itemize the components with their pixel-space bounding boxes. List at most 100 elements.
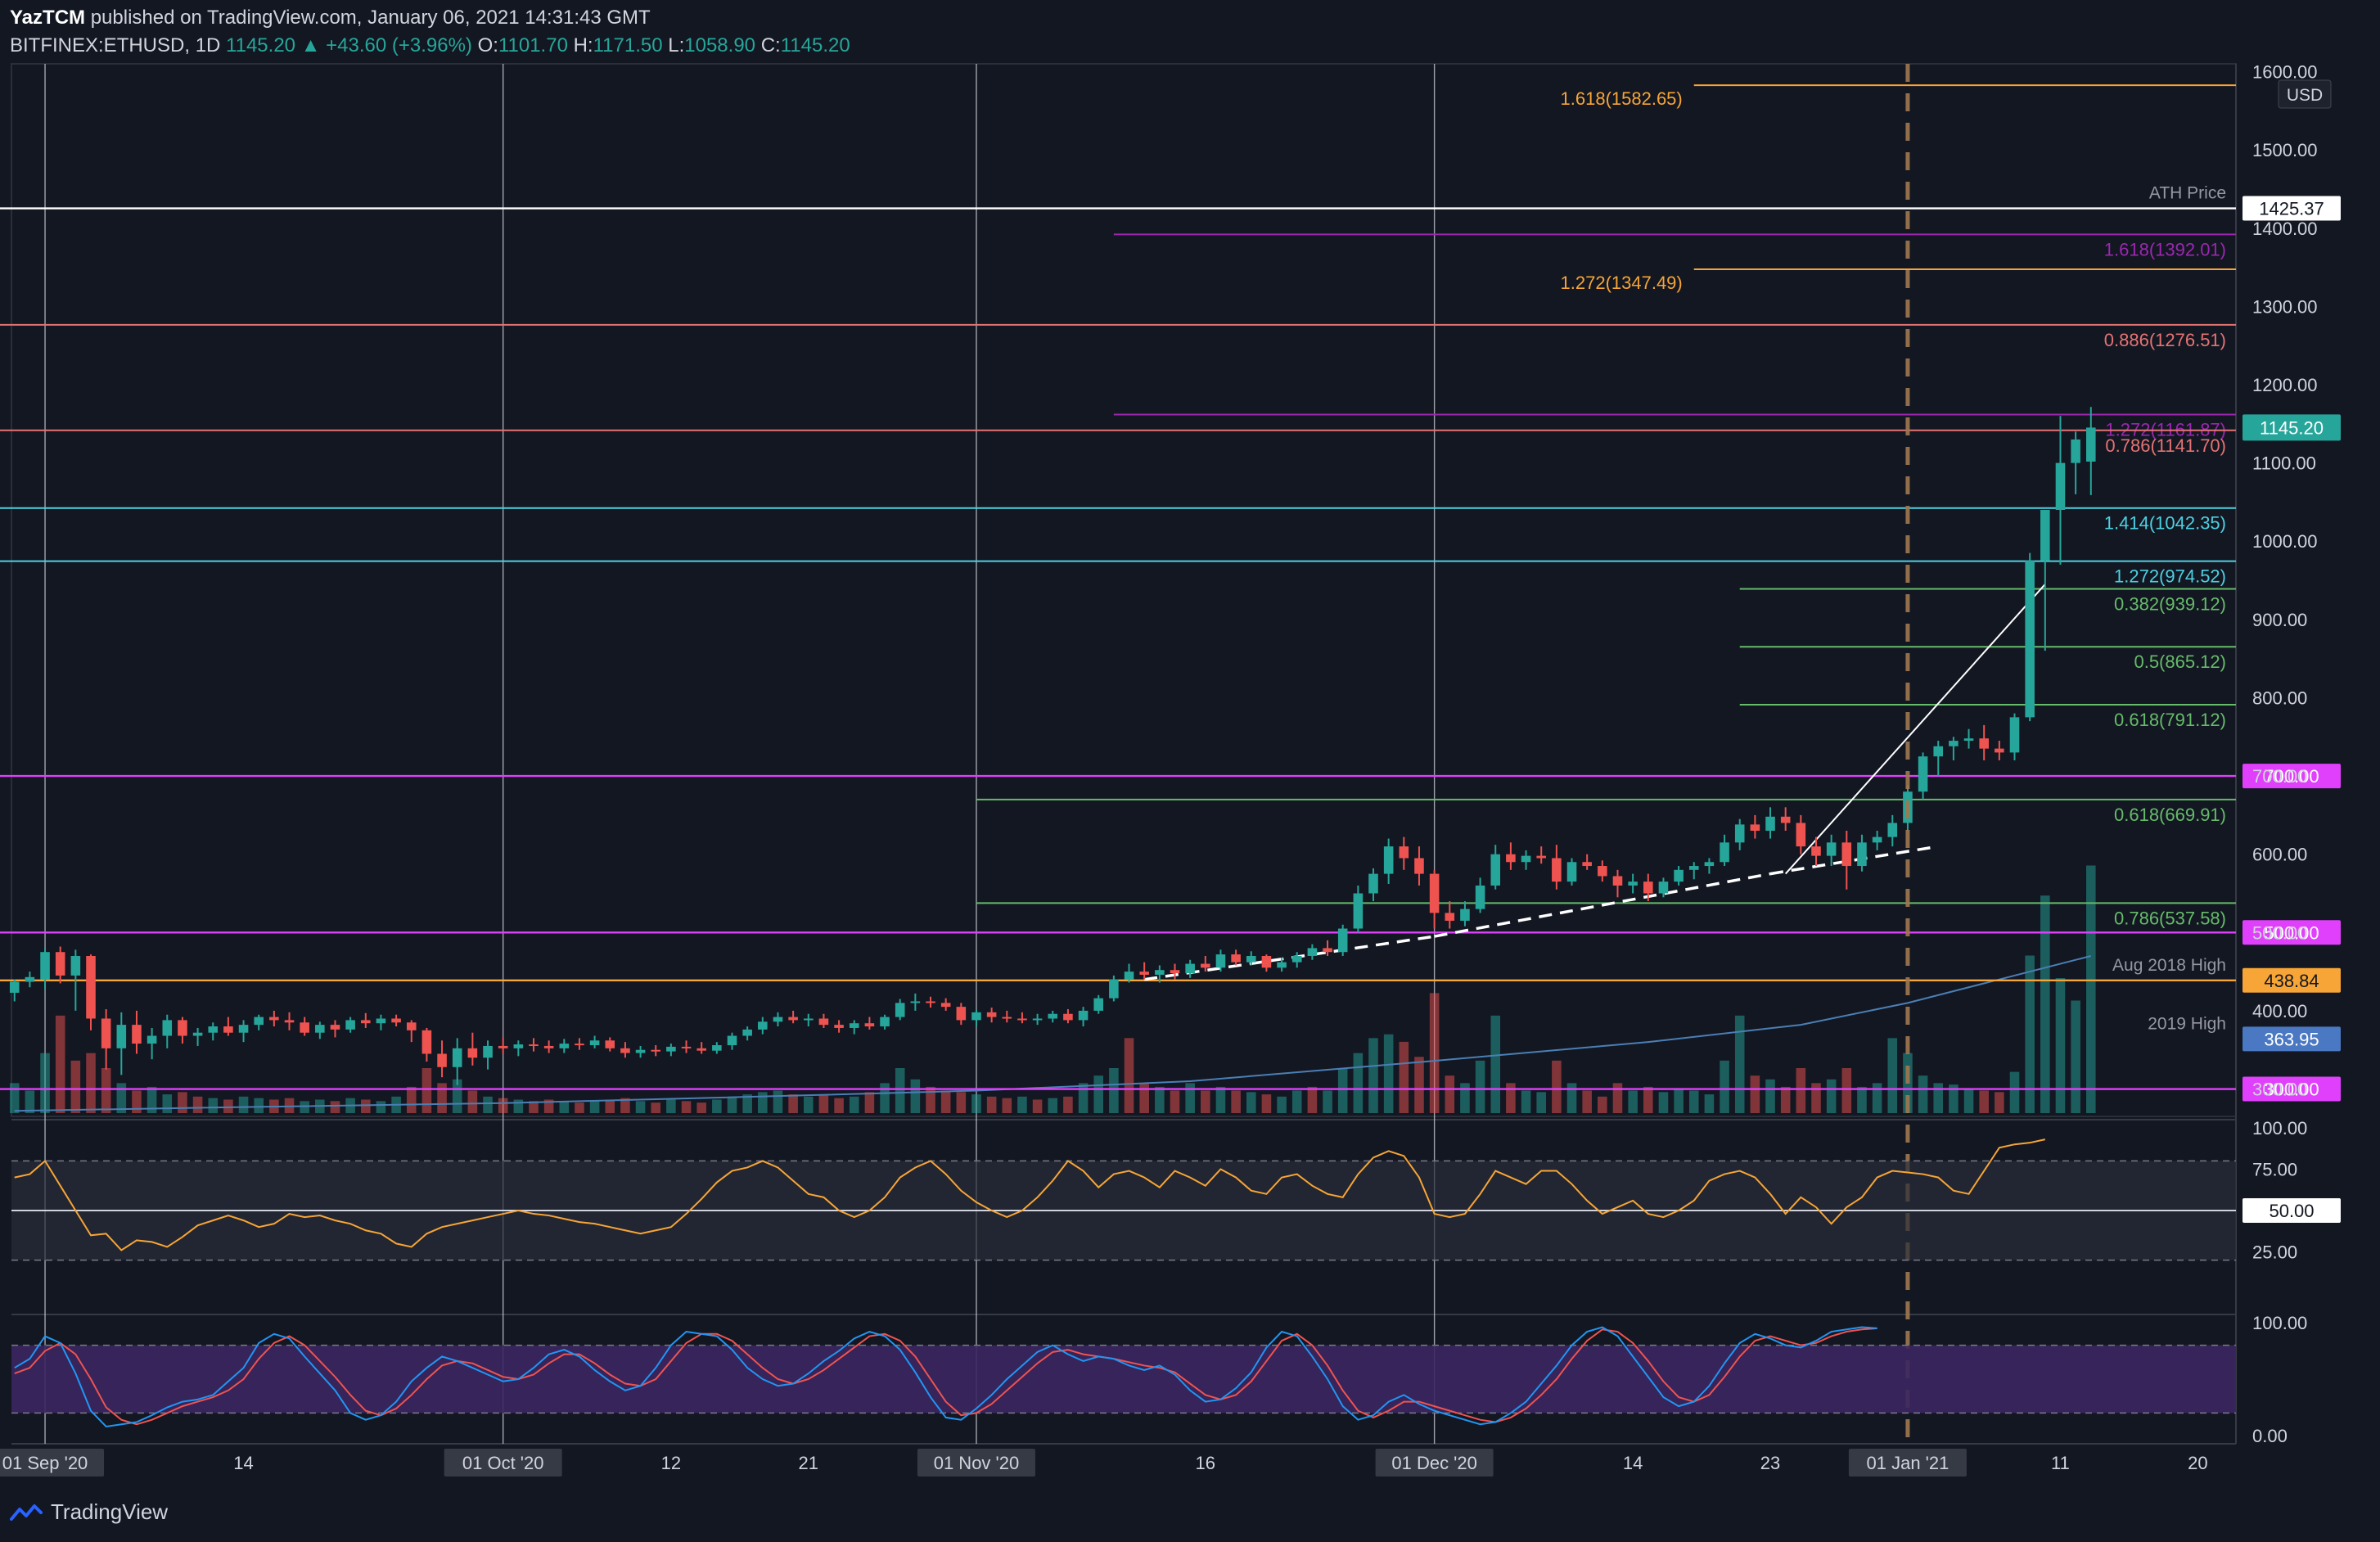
time-tick: 01 Nov '20: [934, 1453, 1020, 1473]
candle-body: [1048, 1013, 1058, 1019]
candle-body: [208, 1026, 219, 1033]
volume-bar: [1414, 1057, 1424, 1113]
candle-body: [1963, 738, 1974, 742]
volume-bar: [406, 1086, 417, 1113]
price-tick: 1300.00: [2252, 296, 2318, 317]
volume-bar: [1032, 1099, 1043, 1113]
candle-body: [376, 1018, 386, 1024]
candle-body: [1688, 866, 1699, 870]
volume-bar: [25, 1090, 35, 1113]
volume-bar: [1918, 1075, 1928, 1113]
candle-body: [1918, 756, 1928, 792]
volume-bar: [880, 1083, 890, 1113]
candle-body: [575, 1044, 584, 1046]
level-badge-text: 1425.37: [2259, 199, 2324, 219]
close-label: C:: [760, 34, 781, 56]
volume-bar: [1353, 1053, 1364, 1113]
volume-bar: [1368, 1038, 1378, 1113]
trendlines: [1143, 584, 2046, 981]
rsi-tick: 100.00: [2252, 1118, 2307, 1138]
candle-body: [1582, 862, 1592, 867]
author-name[interactable]: YazTCM: [10, 7, 86, 29]
candle-body: [452, 1048, 462, 1067]
candle-body: [1429, 873, 1440, 913]
volume-bar: [1017, 1096, 1027, 1113]
level-label: 0.382(939.12): [2114, 593, 2226, 614]
volume-bar: [1750, 1075, 1760, 1113]
volume-bar: [666, 1099, 676, 1113]
candle-body: [1628, 881, 1638, 886]
candle-body: [1032, 1018, 1043, 1021]
time-tick: 12: [661, 1453, 681, 1473]
candle-body: [758, 1021, 768, 1030]
candle-body: [1979, 738, 1989, 749]
price-axis[interactable]: 1425.37 700.00 500.00 438.84 363.95 300.00 114…: [2243, 62, 2341, 1102]
candle-body: [269, 1017, 279, 1021]
candle-body: [1796, 823, 1806, 847]
candle-body: [1552, 858, 1562, 882]
candle-body: [727, 1035, 737, 1045]
price-tick: 800.00: [2252, 688, 2307, 708]
symbol-label[interactable]: BITFINEX:ETHUSD, 1D: [10, 34, 221, 56]
symbol-line: BITFINEX:ETHUSD, 1D 1145.20 ▲ +43.60 (+3…: [10, 34, 850, 57]
candle-body: [605, 1040, 615, 1048]
candle-body: [1872, 836, 1882, 843]
volume-bar: [361, 1099, 371, 1113]
volume-bar: [1826, 1079, 1837, 1113]
candle-body: [1566, 862, 1577, 882]
candle-body: [1949, 741, 1959, 746]
candle-body: [2055, 462, 2066, 510]
candle-body: [1887, 823, 1898, 837]
volume-bar: [238, 1096, 249, 1113]
price-tick: 1600.00: [2252, 62, 2318, 83]
candle-body: [1368, 873, 1378, 894]
candle-body: [666, 1046, 676, 1052]
volume-bar: [956, 1092, 967, 1113]
last-price: 1145.20: [226, 34, 296, 56]
volume-bar: [1688, 1090, 1699, 1113]
candle-body: [1521, 855, 1531, 863]
candle-body: [238, 1025, 249, 1033]
candle-body: [315, 1025, 325, 1033]
candle-body: [895, 1003, 905, 1017]
candle-body: [55, 952, 65, 976]
current-price-badge: [2243, 414, 2341, 441]
candle-body: [132, 1025, 142, 1044]
time-tick: 14: [1623, 1453, 1643, 1473]
volume-bar: [1552, 1060, 1562, 1113]
candle-body: [1490, 854, 1501, 886]
candle-body: [1093, 998, 1104, 1011]
volume-bar: [1291, 1090, 1302, 1113]
time-axis[interactable]: 01 Sep '20 14 01 Oct '20 12 21 01 Nov '20 16 01…: [0, 1449, 2208, 1477]
stoch-band: [11, 1345, 2236, 1414]
volume-bar: [803, 1096, 814, 1113]
candle-body: [1780, 816, 1791, 823]
volume-bar: [1063, 1096, 1073, 1113]
level-label: 0.886(1276.51): [2104, 330, 2226, 350]
candle-body: [421, 1030, 432, 1054]
candle-body: [1536, 855, 1546, 859]
time-tick: 20: [2188, 1453, 2207, 1473]
tradingview-branding[interactable]: TradingView: [10, 1499, 168, 1525]
volume-bar: [300, 1101, 309, 1113]
volume-bar: [1872, 1083, 1882, 1113]
volume-bar: [1963, 1089, 1974, 1113]
level-badge: [2243, 764, 2341, 789]
moving-average-line: [14, 955, 2092, 1112]
volume-bar: [1796, 1068, 1806, 1113]
candle-body: [1995, 748, 2004, 753]
volume-bar: [330, 1101, 340, 1113]
volume-bar: [1506, 1083, 1516, 1113]
candle-body: [559, 1044, 570, 1048]
volume-bar: [1185, 1083, 1195, 1113]
level-badge: [2243, 1026, 2341, 1052]
candle-body: [1826, 842, 1837, 856]
candle-body: [361, 1020, 371, 1024]
brand-name: TradingView: [51, 1499, 169, 1524]
price-tick: 500.00: [2252, 922, 2307, 943]
candle-body: [1078, 1010, 1089, 1021]
candle-body: [70, 955, 81, 976]
trendline: [1784, 584, 2046, 875]
candle-body: [1124, 972, 1134, 980]
